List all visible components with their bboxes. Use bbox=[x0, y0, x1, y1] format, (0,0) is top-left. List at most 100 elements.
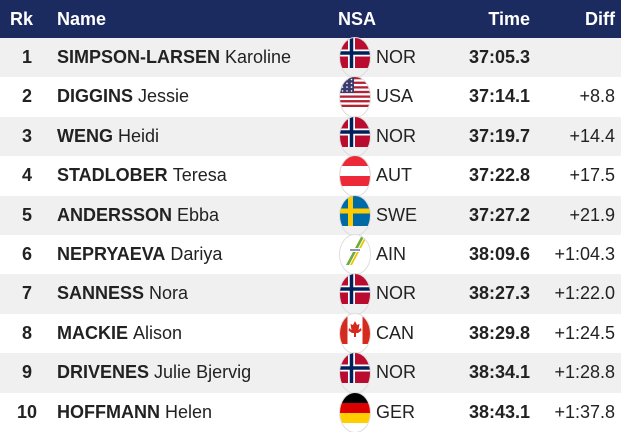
given-name: Dariya bbox=[170, 244, 223, 264]
surname: MACKIE bbox=[57, 322, 128, 343]
header-cell: Rk bbox=[10, 9, 34, 29]
result-row: 4 STADLOBER Teresa AUT 37:22.8 +17.5 bbox=[0, 156, 621, 195]
flag-icon bbox=[340, 274, 370, 313]
flag bbox=[340, 235, 370, 265]
flag bbox=[340, 77, 370, 108]
result-row: 9 DRIVENES Julie Bjervig NOR 38:34.1 +1:28.8 bbox=[0, 353, 621, 393]
flag-icon bbox=[340, 156, 370, 195]
rank: 4 bbox=[21, 165, 32, 186]
flag-icon bbox=[340, 116, 370, 156]
rank: 10 bbox=[16, 401, 38, 422]
result-row: 8 MACKIE Alison CAN 38:29.8 +1:24.5 bbox=[0, 313, 621, 353]
athlete-name: NEPRYAEVA Dariya bbox=[57, 235, 222, 274]
time: 37:19.7 bbox=[468, 125, 530, 146]
given-name: Ebba bbox=[177, 204, 220, 225]
time: 38:43.1 bbox=[468, 401, 530, 422]
time-diff: +17.5 bbox=[569, 165, 615, 186]
athlete-name: MACKIE Alison bbox=[57, 314, 182, 353]
result-row: 6 NEPRYAEVA Dariya AIN 38:09.6 +1:04.3 bbox=[0, 235, 621, 274]
rank: 2 bbox=[21, 86, 32, 107]
flag bbox=[340, 116, 370, 147]
time: 38:34.1 bbox=[468, 362, 530, 383]
flag bbox=[340, 156, 370, 187]
time: 38:09.6 bbox=[468, 244, 530, 264]
time-diff: +21.9 bbox=[569, 204, 615, 225]
time-diff: +1:24.5 bbox=[554, 322, 615, 343]
result-row: 5 ANDERSSON Ebba SWE 37:27.2 +21.9 bbox=[0, 195, 621, 235]
athlete-name: STADLOBER Teresa bbox=[57, 156, 227, 195]
time-diff: +1:04.3 bbox=[554, 244, 615, 264]
time: 38:29.8 bbox=[468, 322, 530, 343]
nation: SWE bbox=[376, 204, 418, 225]
flag-icon bbox=[340, 38, 370, 77]
athlete-name: SIMPSON-LARSEN Karoline bbox=[57, 38, 291, 77]
flag bbox=[340, 274, 370, 305]
given-name: Heidi bbox=[118, 125, 160, 146]
athlete-name: SANNESS Nora bbox=[57, 274, 188, 313]
header-cell: Time bbox=[488, 9, 530, 29]
time: 37:14.1 bbox=[468, 86, 530, 107]
given-name: Nora bbox=[149, 283, 189, 304]
nation: NOR bbox=[376, 283, 416, 304]
rank: 7 bbox=[21, 283, 32, 304]
athlete-name: ANDERSSON Ebba bbox=[57, 196, 219, 235]
flag-icon bbox=[340, 353, 370, 392]
rank: 9 bbox=[21, 362, 32, 383]
header-cell: Name bbox=[57, 9, 107, 29]
header-cell: Diff bbox=[585, 9, 615, 29]
nation: NOR bbox=[376, 47, 416, 67]
time-diff: +14.4 bbox=[569, 125, 615, 146]
flag bbox=[340, 195, 370, 226]
flag-icon bbox=[340, 77, 370, 116]
rank: 8 bbox=[21, 322, 32, 343]
given-name: Helen bbox=[165, 401, 213, 422]
result-row: 3 WENG Heidi NOR 37:19.7 +14.4 bbox=[0, 116, 621, 157]
flag-icon bbox=[340, 392, 370, 432]
time: 37:22.8 bbox=[468, 165, 530, 186]
given-name: Julie Bjervig bbox=[154, 362, 252, 383]
given-name: Karoline bbox=[225, 47, 292, 67]
flag-icon bbox=[340, 235, 370, 274]
athlete-name: HOFFMANN Helen bbox=[57, 393, 212, 432]
rank: 3 bbox=[21, 125, 32, 146]
flag bbox=[340, 313, 370, 344]
surname: SIMPSON-LARSEN bbox=[57, 47, 221, 67]
header-cell: NSA bbox=[338, 9, 377, 29]
rank: 1 bbox=[21, 47, 32, 67]
time: 37:05.3 bbox=[468, 47, 530, 67]
given-name: Jessie bbox=[138, 86, 190, 107]
time: 37:27.2 bbox=[468, 204, 530, 225]
flag-icon bbox=[340, 313, 370, 353]
rank: 5 bbox=[21, 204, 32, 225]
time-diff: +1:37.8 bbox=[554, 401, 615, 422]
flag bbox=[340, 38, 370, 68]
nation: USA bbox=[376, 86, 414, 107]
time-diff: +8.8 bbox=[579, 86, 615, 107]
surname: WENG bbox=[57, 125, 113, 146]
flag bbox=[340, 392, 370, 423]
time-diff: +1:28.8 bbox=[554, 362, 615, 383]
nation: GER bbox=[376, 401, 416, 422]
athlete-name: WENG Heidi bbox=[57, 117, 159, 156]
nation: NOR bbox=[376, 362, 416, 383]
result-row: 1 SIMPSON-LARSEN Karoline NOR 37:05.3 bbox=[0, 38, 621, 78]
time: 38:27.3 bbox=[468, 283, 530, 304]
nation: AUT bbox=[376, 165, 412, 186]
result-row: 10 HOFFMANN Helen GER 38:43.1 +1:37.8 bbox=[0, 392, 621, 432]
flag-icon bbox=[340, 195, 370, 235]
surname: DRIVENES bbox=[57, 362, 150, 383]
nation: NOR bbox=[376, 125, 416, 146]
athlete-name: DRIVENES Julie Bjervig bbox=[57, 353, 251, 392]
surname: STADLOBER bbox=[57, 165, 168, 186]
surname: HOFFMANN bbox=[57, 401, 160, 422]
nation: AIN bbox=[376, 244, 407, 264]
given-name: Teresa bbox=[172, 165, 227, 186]
rank: 6 bbox=[21, 244, 32, 264]
header-row: Rk Name NSA Time Diff bbox=[0, 0, 621, 38]
flag bbox=[340, 353, 370, 384]
result-row: 7 SANNESS Nora NOR 38:27.3 +1:22.0 bbox=[0, 274, 621, 314]
surname: SANNESS bbox=[57, 283, 145, 304]
nation: CAN bbox=[376, 322, 415, 343]
time-diff: +1:22.0 bbox=[554, 283, 615, 304]
